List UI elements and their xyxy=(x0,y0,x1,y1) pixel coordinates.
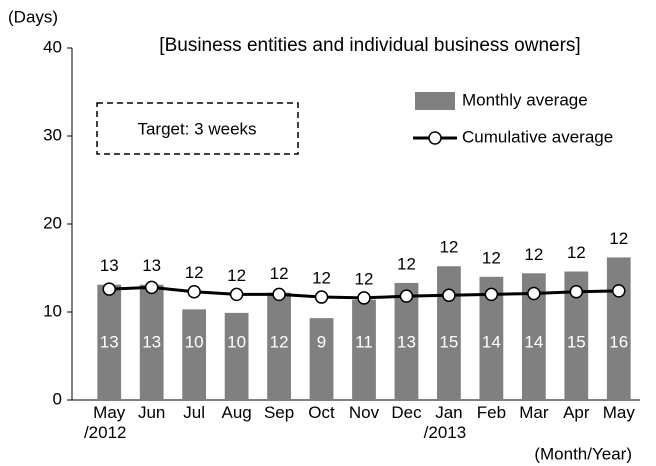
x-tick-label: Oct xyxy=(308,403,335,422)
bar xyxy=(97,284,122,400)
x-tick-label: Apr xyxy=(563,403,590,422)
line-point xyxy=(442,288,456,303)
x-tick-label: Dec xyxy=(391,403,422,422)
line-point xyxy=(399,289,414,303)
x-tick-label: Feb xyxy=(477,403,506,422)
line-value-label: 12 xyxy=(524,245,543,264)
bar xyxy=(139,284,164,400)
bar-value-label: 15 xyxy=(567,332,586,351)
line-point xyxy=(272,287,286,302)
line-value-label: 12 xyxy=(439,238,458,257)
bar xyxy=(224,312,249,400)
line-point xyxy=(314,290,329,304)
bar xyxy=(394,282,419,400)
y-tick-label: 20 xyxy=(43,213,62,232)
line-value-label: 13 xyxy=(142,256,161,275)
bar xyxy=(606,257,631,400)
line-value-label: 12 xyxy=(185,263,204,282)
bar xyxy=(521,273,546,400)
line-value-label: 12 xyxy=(567,243,586,262)
bar-value-label: 14 xyxy=(482,332,501,351)
y-tick-label: 40 xyxy=(43,37,62,56)
bar-value-label: 13 xyxy=(100,332,119,351)
y-tick-label: 30 xyxy=(43,125,62,144)
line-value-label: 12 xyxy=(482,248,501,267)
bar-value-label: 10 xyxy=(185,332,204,351)
y-tick-label: 10 xyxy=(43,301,62,320)
x-tick-label: Nov xyxy=(349,403,380,422)
line-value-label: 12 xyxy=(227,266,246,285)
bar-value-label: 16 xyxy=(609,332,628,351)
bar-value-label: 14 xyxy=(524,332,543,351)
x-tick-label: May/2012 xyxy=(84,403,127,442)
x-tick-label: May xyxy=(603,403,636,422)
x-axis-label: (Month/Year) xyxy=(534,444,632,463)
chart-title: [Business entities and individual busine… xyxy=(159,35,580,56)
x-tick-label: Jul xyxy=(183,403,205,422)
line-point xyxy=(144,280,159,295)
line-point xyxy=(357,291,371,305)
bar xyxy=(437,266,461,400)
annotation: Target: 3 weeks xyxy=(137,119,256,138)
legend-swatch xyxy=(415,92,455,110)
line-value-label: 12 xyxy=(355,269,374,288)
annotation-box xyxy=(96,102,299,155)
line-point xyxy=(484,287,499,302)
bar-value-label: 9 xyxy=(317,332,326,351)
line-point xyxy=(229,287,244,302)
y-axis-label: (Days) xyxy=(8,7,58,26)
bar-value-label: 12 xyxy=(270,332,289,351)
line-point xyxy=(102,282,116,296)
bar-value-label: 13 xyxy=(397,332,416,351)
line-point xyxy=(612,284,626,298)
bar-value-label: 10 xyxy=(227,332,246,351)
x-tick-label: Jun xyxy=(138,403,165,422)
line-value-label: 12 xyxy=(270,264,289,283)
legend-label: Monthly average xyxy=(462,90,588,109)
x-tick-label: Sep xyxy=(264,403,294,422)
bar-value-label: 13 xyxy=(142,332,161,351)
y-tick-label: 0 xyxy=(53,389,62,408)
line-point xyxy=(569,285,584,299)
legend-label: Cumulative average xyxy=(462,127,613,146)
x-tick-label: Aug xyxy=(221,403,251,422)
x-tick-label: Mar xyxy=(519,403,549,422)
line-value-label: 12 xyxy=(609,229,628,248)
bar-value-label: 11 xyxy=(355,332,373,351)
bar xyxy=(267,292,291,400)
bar-value-label: 15 xyxy=(439,332,458,351)
line-point xyxy=(527,286,541,301)
bar xyxy=(479,276,504,400)
x-tick-label: Jan/2013 xyxy=(424,403,467,442)
legend-swatch xyxy=(428,131,442,145)
line-point xyxy=(187,285,201,299)
bar xyxy=(309,318,334,400)
bar xyxy=(182,309,207,400)
line-value-label: 13 xyxy=(100,256,119,275)
line-value-label: 12 xyxy=(397,254,416,273)
bar xyxy=(352,299,376,400)
line-value-label: 12 xyxy=(312,269,331,288)
bar xyxy=(564,271,589,400)
